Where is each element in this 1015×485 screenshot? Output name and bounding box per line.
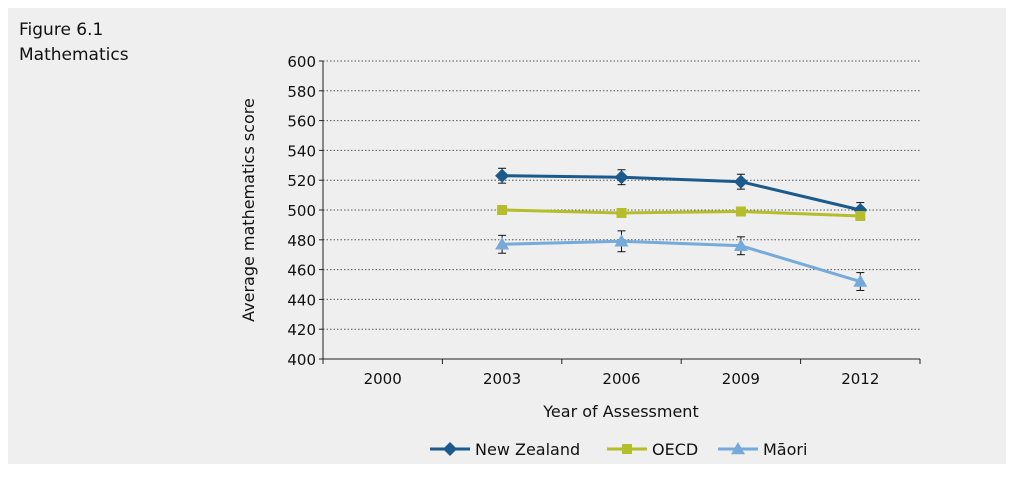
point-new-zealand-2009	[733, 174, 748, 189]
x-tick-2012: 2012	[841, 370, 879, 388]
y-tick-580: 580	[287, 83, 316, 101]
y-tick-400: 400	[287, 351, 316, 369]
y-axis-label: Average mathematics score	[239, 98, 258, 322]
legend-label-m-ori: Māori	[763, 440, 807, 459]
series-line-new-zealand	[502, 174, 861, 212]
x-tick-2009: 2009	[722, 370, 760, 388]
figure-caption: Figure 6.1 Mathematics	[19, 18, 129, 68]
point-m-ori-2012	[853, 274, 868, 287]
legend-label-new-zealand: New Zealand	[475, 440, 580, 459]
figure-panel	[8, 8, 1006, 464]
point-oecd-2006	[616, 207, 627, 218]
legend-label-oecd: OECD	[652, 440, 698, 459]
y-tick-500: 500	[287, 202, 316, 220]
point-oecd-2003	[497, 205, 508, 215]
y-tick-540: 540	[287, 142, 316, 160]
y-tick-420: 420	[287, 321, 316, 339]
y-tick-480: 480	[287, 232, 316, 250]
x-tick-2003: 2003	[483, 370, 521, 388]
series-group	[495, 167, 868, 291]
y-tick-560: 560	[287, 113, 316, 131]
series-line-m-ori	[502, 239, 861, 283]
series-m-ori	[495, 230, 868, 291]
y-tick-520: 520	[287, 172, 316, 190]
y-tick-460: 460	[287, 262, 316, 280]
x-tick-2006: 2006	[602, 370, 640, 388]
legend-item-new-zealand: New Zealand	[430, 440, 580, 459]
legend: New Zealand OECD Māori	[430, 440, 807, 459]
legend-marker-oecd	[622, 444, 632, 454]
legend-item-m-ori: Māori	[718, 440, 807, 459]
y-tick-600: 600	[287, 53, 316, 71]
figure-number: Figure 6.1	[19, 20, 104, 40]
x-tick-labels: 2000 2003 2006 2009 2012	[364, 370, 880, 388]
series-oecd	[497, 205, 866, 221]
gridlines	[323, 60, 920, 330]
point-oecd-2012	[855, 210, 866, 221]
series-line-oecd	[502, 208, 861, 218]
point-new-zealand-2003	[495, 168, 510, 183]
x-tick-2000: 2000	[364, 370, 402, 388]
x-axis-label: Year of Assessment	[542, 402, 698, 421]
y-tick-labels: 400 420 440 460 480 500 520 540 560 580 600	[287, 53, 316, 369]
y-tick-440: 440	[287, 291, 316, 309]
series-new-zealand	[495, 167, 868, 218]
point-m-ori-2009	[733, 238, 748, 252]
point-m-ori-2006	[614, 234, 629, 247]
point-new-zealand-2006	[614, 170, 629, 185]
legend-marker-new-zealand	[443, 442, 457, 456]
point-oecd-2009	[735, 206, 746, 217]
legend-item-oecd: OECD	[607, 440, 698, 459]
figure-subject: Mathematics	[19, 45, 129, 65]
axes	[319, 60, 921, 364]
legend-marker-m-ori	[731, 442, 745, 455]
point-m-ori-2003	[495, 237, 510, 250]
